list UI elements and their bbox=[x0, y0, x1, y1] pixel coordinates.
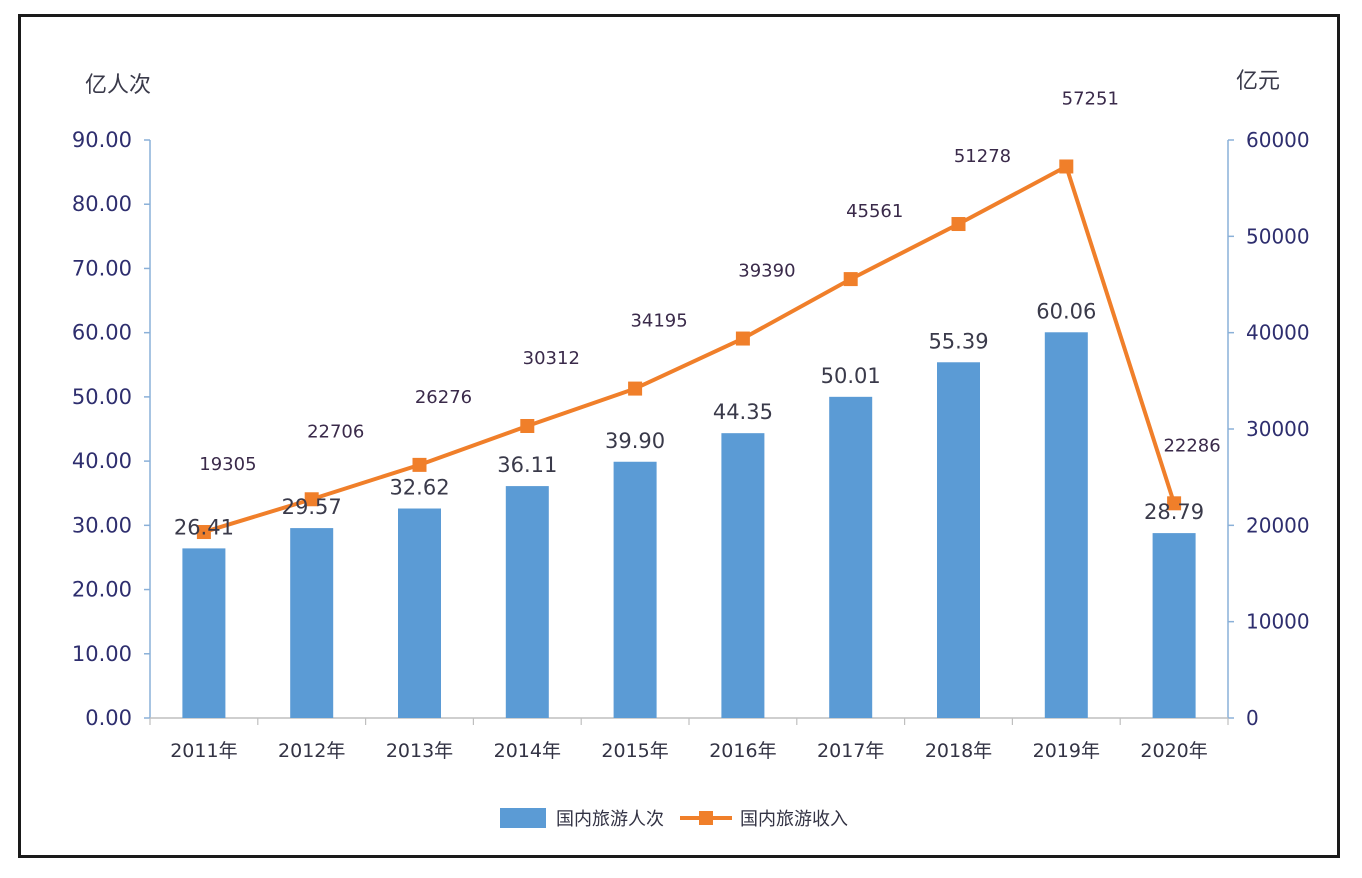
left-tick-label: 90.00 bbox=[72, 128, 132, 152]
legend-label-bar: 国内旅游人次 bbox=[556, 809, 664, 830]
line-point bbox=[628, 381, 643, 396]
line-point bbox=[520, 418, 535, 433]
left-tick-label: 80.00 bbox=[72, 192, 132, 216]
bar-value-label: 60.06 bbox=[1036, 299, 1096, 323]
x-tick-label: 2020年 bbox=[1140, 740, 1207, 762]
x-tick-label: 2015年 bbox=[601, 740, 668, 762]
line-path bbox=[203, 164, 1177, 534]
x-tick-label: 2014年 bbox=[494, 740, 561, 762]
bar bbox=[398, 508, 441, 718]
left-tick-label: 20.00 bbox=[72, 578, 132, 602]
bar bbox=[613, 461, 657, 718]
right-axis-unit: 亿元 bbox=[1236, 69, 1280, 94]
line-value-label: 19305 bbox=[199, 454, 256, 475]
bar bbox=[290, 528, 334, 718]
bar bbox=[721, 433, 765, 718]
bar-value-label: 50.01 bbox=[821, 364, 881, 388]
x-tick-label: 2011年 bbox=[170, 740, 237, 762]
left-tick-label: 50.00 bbox=[72, 385, 132, 409]
line-point bbox=[1167, 496, 1182, 511]
bar bbox=[829, 396, 873, 718]
left-tick-label: 60.00 bbox=[72, 321, 132, 345]
line-value-label: 26276 bbox=[415, 387, 472, 408]
line-value-label: 39390 bbox=[738, 261, 795, 282]
line-point bbox=[196, 525, 211, 540]
bar bbox=[1152, 533, 1196, 718]
legend-label-line: 国内旅游收入 bbox=[740, 809, 848, 830]
bar bbox=[1044, 332, 1088, 718]
x-tick-label: 2013年 bbox=[386, 740, 453, 762]
bar bbox=[937, 362, 980, 718]
right-tick-label: 40000 bbox=[1246, 321, 1310, 345]
bar bbox=[505, 486, 549, 718]
x-tick-label: 2012年 bbox=[278, 740, 345, 762]
line-value-label: 34195 bbox=[630, 311, 687, 332]
line-point bbox=[412, 457, 427, 472]
line-value-label: 30312 bbox=[523, 348, 580, 369]
bar-value-label: 36.11 bbox=[497, 453, 557, 477]
axes: 0.00 10.00 20.00 30.00 40.00 50.00 60.00 70.00 8… bbox=[72, 128, 1310, 762]
line-point bbox=[1059, 159, 1074, 174]
left-axis-unit: 亿人次 bbox=[85, 73, 151, 98]
line-value-label: 45561 bbox=[846, 201, 903, 222]
left-tick-label: 70.00 bbox=[72, 256, 132, 280]
left-tick-label: 10.00 bbox=[72, 642, 132, 666]
x-tick-label: 2019年 bbox=[1033, 740, 1100, 762]
bar-value-label: 39.90 bbox=[605, 429, 665, 453]
x-tick-label: 2017年 bbox=[817, 740, 884, 762]
right-tick-label: 0 bbox=[1246, 706, 1259, 730]
legend-swatch-marker bbox=[699, 811, 713, 825]
line-value-label: 51278 bbox=[954, 146, 1011, 167]
bar-value-label: 28.79 bbox=[1144, 500, 1204, 524]
right-tick-label: 30000 bbox=[1246, 417, 1310, 441]
line-point bbox=[304, 492, 319, 507]
left-tick-label: 40.00 bbox=[72, 449, 132, 473]
line-value-label: 22706 bbox=[307, 421, 364, 442]
left-tick-label: 30.00 bbox=[72, 513, 132, 537]
left-tick-label: 0.00 bbox=[85, 706, 132, 730]
legend-swatch-bar bbox=[500, 808, 546, 828]
line-point bbox=[735, 331, 750, 346]
bar bbox=[182, 548, 226, 718]
line-point bbox=[951, 217, 966, 232]
line-point bbox=[843, 272, 858, 287]
line-series bbox=[196, 159, 1182, 540]
bar-value-label: 55.39 bbox=[928, 329, 988, 353]
data-labels: 26.41 29.57 32.62 36.11 39.90 44.35 50.01 55.39… bbox=[174, 88, 1221, 539]
right-tick-label: 50000 bbox=[1246, 224, 1310, 248]
line-value-label: 57251 bbox=[1062, 88, 1119, 109]
right-tick-label: 60000 bbox=[1246, 128, 1310, 152]
right-tick-label: 10000 bbox=[1246, 610, 1310, 634]
legend: 国内旅游人次 国内旅游收入 bbox=[500, 808, 848, 830]
right-tick-label: 20000 bbox=[1246, 513, 1310, 537]
line-value-label: 22286 bbox=[1163, 435, 1220, 456]
bar-value-label: 32.62 bbox=[389, 476, 449, 500]
bar-value-label: 29.57 bbox=[282, 495, 342, 519]
bar-series bbox=[182, 332, 1196, 718]
x-tick-label: 2018年 bbox=[925, 740, 992, 762]
bar-value-label: 26.41 bbox=[174, 515, 234, 539]
bar-value-label: 44.35 bbox=[713, 400, 773, 424]
x-tick-label: 2016年 bbox=[709, 740, 776, 762]
